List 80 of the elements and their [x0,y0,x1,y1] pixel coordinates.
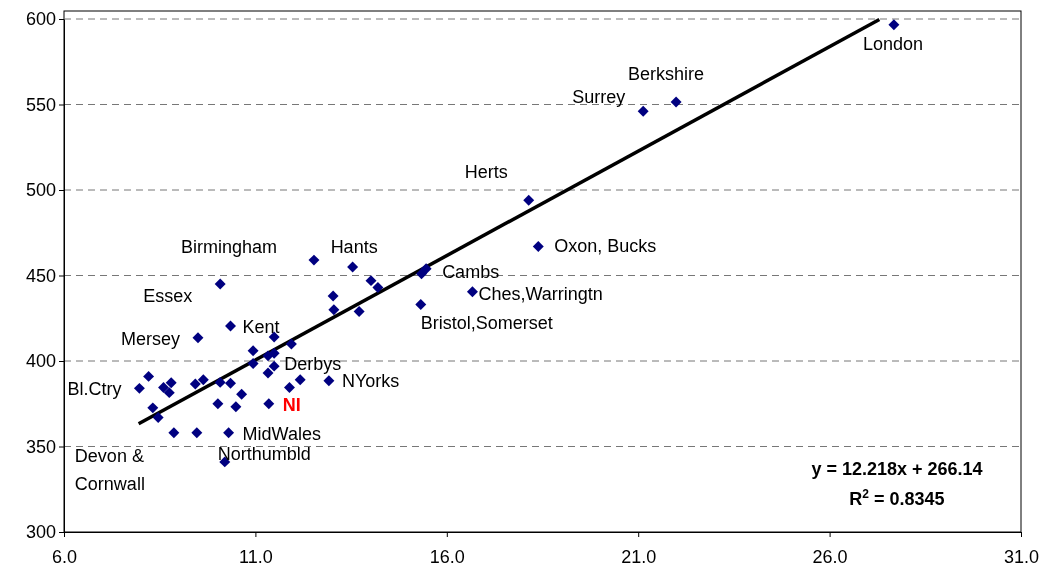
x-tick-label: 31.0 [1003,546,1040,567]
point [415,299,427,311]
point [189,378,201,390]
x-tick-label: 26.0 [812,546,848,567]
point [236,388,248,400]
point [225,320,236,332]
annotation: Mersey [120,328,180,349]
point [262,367,274,379]
point [637,105,649,117]
point [143,370,155,382]
annotation: Kent [242,316,280,337]
x-tick-label: 11.0 [239,546,273,567]
point [268,347,280,359]
y-tick-label: 600 [25,9,56,30]
annotation: Bl.Ctry [67,379,122,400]
point [466,286,478,298]
annotation: Bristol,Somerset [420,312,553,333]
point [532,240,544,252]
annotation: Derbys [284,354,342,375]
point [328,304,340,316]
point [285,338,297,350]
point [523,194,535,206]
point [223,427,235,439]
point [133,382,145,394]
point [670,96,682,108]
y-tick-label: 350 [25,436,56,457]
point [247,345,259,357]
annotation: y = 12.218x + 266.14 [811,459,983,479]
point [888,19,900,31]
point [147,402,159,414]
point [230,401,242,413]
annotation: NI [282,394,301,415]
point [416,268,428,280]
y-tick-label: 400 [25,351,56,372]
x-tick-label: 6.0 [51,546,78,567]
point [168,427,180,439]
annotation: Herts [464,162,508,183]
annotation: Ches,Warringtn [478,283,603,304]
point [163,387,175,399]
point [165,377,177,389]
annotation: R$^{2}$ = 0.8345 [849,487,945,509]
annotation: Oxon, Bucks [554,236,657,257]
point [158,382,170,393]
point [263,398,275,410]
annotation: MidWales [242,423,321,444]
point [212,398,224,410]
point [308,254,320,266]
point [225,377,236,389]
point [365,275,377,287]
annotation: Essex [143,286,193,307]
x-tick-label: 16.0 [429,546,465,567]
point [192,332,204,344]
point [191,427,203,439]
point [197,374,209,386]
point [247,358,259,370]
point [214,278,226,290]
point [323,375,335,387]
annotation: Berkshire [628,63,705,84]
point [327,290,339,302]
point [294,374,306,386]
y-tick-label: 500 [25,180,56,201]
y-tick-label: 450 [25,265,56,286]
point [283,382,295,393]
point [353,305,365,317]
annotation: Birmingham [180,237,277,258]
point [372,281,384,293]
point [347,261,359,273]
annotation: Hants [330,236,378,257]
annotation: Cambs [442,261,500,282]
annotation: Devon & Cornwall [74,445,145,494]
y-tick-label: 550 [25,94,56,115]
annotation: NYorks [341,370,400,391]
point [214,376,226,388]
annotation: London [862,33,923,54]
point [268,360,280,372]
y-tick-label: 300 [25,522,56,543]
annotation: Northumbld [217,443,311,464]
annotation: Surrey [572,87,626,108]
x-tick-label: 21.0 [621,546,657,567]
point [152,411,164,423]
